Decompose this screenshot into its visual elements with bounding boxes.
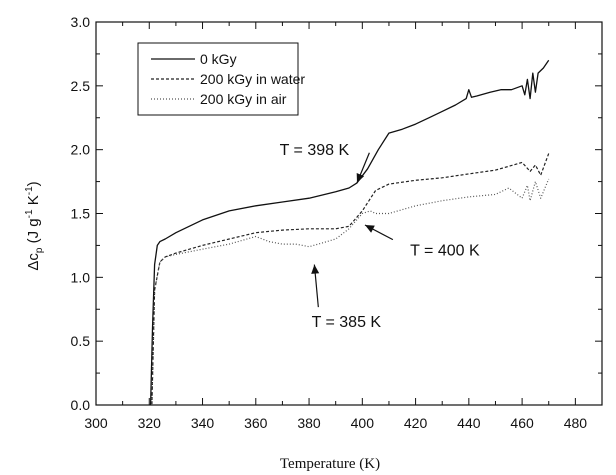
series-line-1 — [149, 59, 550, 406]
x-tick-label: 460 — [510, 415, 534, 431]
x-axis: 300 320 340 360 380 400 420 440 460 480 — [84, 22, 587, 431]
y-tick-label: 3.0 — [71, 14, 91, 30]
y-axis: 0.0 0.5 1.0 1.5 2.0 2.5 3.0 — [71, 14, 602, 413]
x-tick-label: 300 — [84, 415, 108, 431]
y-axis-title-sup1: -1 — [24, 209, 35, 218]
y-axis-title-subscript: p — [34, 247, 45, 253]
legend-label: 0 kGy — [200, 51, 237, 67]
y-axis-title-symbol: Δc — [25, 253, 42, 271]
y-tick-label: 0.0 — [71, 397, 91, 413]
annotations: T = 398 K T = 400 K T = 385 K — [280, 142, 480, 331]
y-tick-label: 0.5 — [71, 333, 91, 349]
y-axis-title-sup2: -1 — [24, 186, 35, 195]
legend: 0 kGy 200 kGy in water 200 kGy in air — [137, 42, 305, 116]
x-tick-label: 440 — [457, 415, 481, 431]
x-tick-label: 320 — [138, 415, 162, 431]
series-group — [149, 59, 550, 406]
x-tick-label: 420 — [404, 415, 428, 431]
legend-label: 200 kGy in water — [200, 71, 305, 87]
y-tick-label: 2.0 — [71, 142, 91, 158]
y-axis-title-units: (J g — [25, 218, 42, 247]
x-tick-label: 380 — [297, 415, 321, 431]
x-tick-label: 340 — [191, 415, 215, 431]
legend-box — [137, 42, 299, 116]
y-tick-label: 1.0 — [71, 269, 91, 285]
x-tick-label: 360 — [244, 415, 268, 431]
x-tick-label: 480 — [564, 415, 588, 431]
series-line-3 — [151, 178, 550, 406]
y-tick-label: 1.5 — [71, 206, 91, 222]
series-line-2 — [151, 153, 550, 406]
y-axis-title: Δcp (J g-1 K-1) — [24, 181, 45, 270]
annotation-arrowhead — [365, 225, 375, 233]
annotation-label: T = 385 K — [312, 314, 382, 331]
annotation-label: T = 398 K — [280, 142, 350, 159]
y-tick-label: 2.5 — [71, 78, 91, 94]
legend-label: 200 kGy in air — [200, 91, 287, 107]
x-tick-label: 400 — [351, 415, 375, 431]
annotation-arrowhead — [356, 173, 365, 183]
annotation-arrowhead — [311, 264, 320, 274]
y-axis-title-end: ) — [25, 181, 42, 186]
annotation-label: T = 400 K — [410, 243, 480, 260]
y-axis-title-mid: K — [25, 195, 42, 209]
x-axis-title: Temperature (K) — [280, 456, 380, 472]
